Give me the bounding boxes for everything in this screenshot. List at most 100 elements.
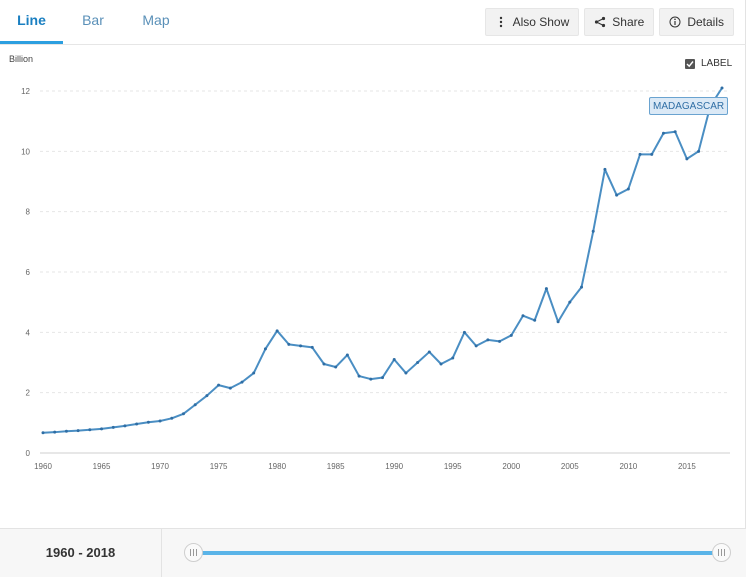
y-tick-label: 2 [26,389,31,398]
data-point [650,152,654,156]
data-point [427,350,431,354]
x-tick-label: 1965 [93,462,111,471]
data-point [626,187,630,191]
data-point [416,361,420,364]
range-end-handle[interactable] [712,543,731,562]
series-label-tag: MADAGASCAR [649,97,729,115]
data-point [217,383,221,387]
data-point [381,376,384,380]
checkmark-icon [686,60,694,67]
data-point [345,353,349,357]
data-point [580,285,584,289]
data-point [240,380,244,384]
data-point [158,419,162,423]
grip-icon [718,549,725,556]
x-tick-label: 2010 [619,462,637,471]
data-point [322,362,326,366]
range-slider-track[interactable] [192,551,722,555]
data-point [357,374,361,378]
data-point [568,300,572,304]
data-point [603,167,607,171]
label-toggle-text: LABEL [701,58,733,69]
data-point [697,149,701,153]
data-point [439,362,443,366]
label-toggle[interactable]: LABEL [685,58,732,69]
data-point [228,386,232,390]
data-point [486,338,490,342]
data-point [299,344,303,348]
data-point [533,318,537,322]
tab-line[interactable]: Line [0,0,63,44]
label-checkbox[interactable] [685,58,695,69]
also-show-button[interactable]: Also Show [484,8,580,36]
data-point [369,377,373,381]
x-tick-label: 1975 [210,462,228,471]
x-tick-label: 1985 [327,462,345,471]
data-point [392,357,396,361]
also-show-label: Also Show [512,15,570,29]
data-point [685,157,689,161]
range-footer: 1960 - 2018 [0,528,746,577]
data-point [509,333,513,337]
share-label: Share [612,15,645,29]
data-point [64,429,68,433]
share-icon [594,16,606,28]
data-point [146,420,150,424]
data-point [615,193,619,197]
data-point [310,345,314,349]
details-button[interactable]: Details [659,8,734,36]
chart-type-tabs: Line Bar Map Also Show Share Details [0,0,746,45]
x-tick-label: 1970 [151,462,169,471]
data-point [287,342,291,346]
tab-map[interactable]: Map [142,12,170,28]
x-tick-label: 1990 [385,462,403,471]
data-point [334,365,338,369]
grip-icon [190,549,197,556]
y-tick-label: 12 [21,87,30,96]
data-point [111,425,115,429]
year-range-label: 1960 - 2018 [0,529,162,577]
data-point [556,320,560,324]
chart-actions: Also Show Share Details [484,8,734,36]
data-point [263,347,267,351]
data-point [638,152,642,156]
data-point [720,86,724,90]
tab-bar[interactable]: Bar [82,12,104,28]
data-point [205,394,209,398]
x-tick-label: 1960 [34,462,52,471]
series-group [41,86,724,435]
x-tick-label: 2005 [561,462,579,471]
x-tick-label: 2015 [678,462,696,471]
share-button[interactable]: Share [584,8,655,36]
x-tick-label: 1980 [268,462,286,471]
y-tick-label: 6 [26,268,31,277]
range-start-handle[interactable] [184,543,203,562]
grid-lines [40,90,730,454]
x-axis-ticks: 1960 1965 1970 1975 1980 1985 1990 1995 2000 2005… [34,462,696,471]
data-point [474,344,478,348]
vertical-ellipsis-icon [495,16,507,28]
data-point [521,314,525,318]
data-point [673,130,677,134]
data-point [88,428,92,432]
data-point [41,431,45,435]
y-tick-label: 10 [21,147,30,156]
y-tick-label: 8 [26,208,31,217]
data-point [275,329,279,333]
data-point [498,339,502,343]
data-point [100,427,104,431]
details-label: Details [687,15,724,29]
y-axis-ticks: 0 2 4 6 8 10 12 [21,87,30,458]
data-point [135,422,139,426]
x-tick-label: 2000 [502,462,520,471]
data-point [123,424,127,428]
data-point [591,229,595,233]
data-point [544,287,548,291]
series-line [42,87,723,434]
data-point [76,429,80,433]
data-point [53,430,57,434]
data-point [181,412,185,416]
data-point [661,131,665,135]
